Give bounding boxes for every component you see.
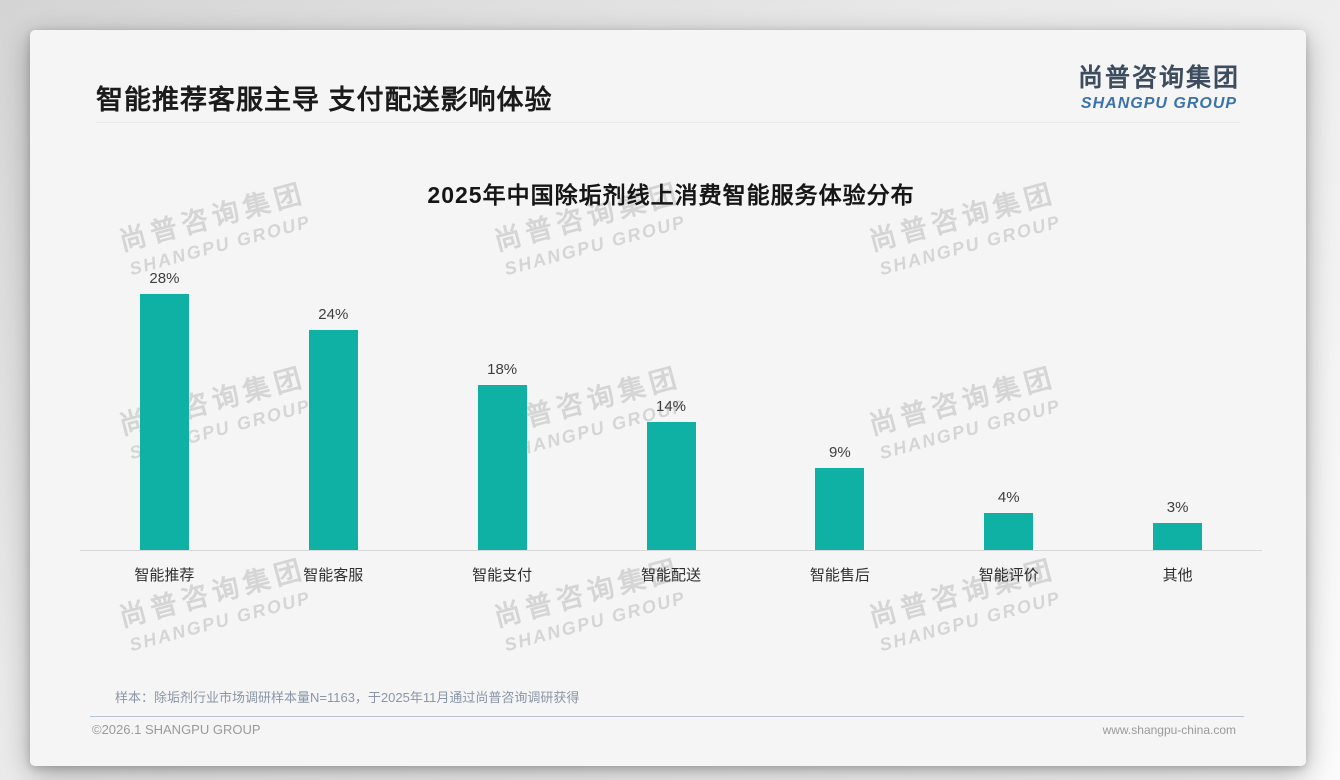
category-label: 智能推荐 <box>134 567 195 584</box>
watermark-line1: 尚普咨询集团 <box>116 553 310 633</box>
watermark-line1: 尚普咨询集团 <box>491 553 685 633</box>
bar-value-label: 28% <box>149 270 180 287</box>
category-label: 智能支付 <box>472 567 533 584</box>
bar <box>477 385 527 550</box>
bar-column: 9% <box>755 265 924 550</box>
bar-value-label: 4% <box>997 489 1020 506</box>
category-label: 其他 <box>1162 567 1193 584</box>
watermark-line2: SHANGPU GROUP <box>127 587 314 656</box>
watermark-line2: SHANGPU GROUP <box>502 587 689 656</box>
bar <box>984 513 1034 550</box>
bar <box>1153 523 1203 550</box>
chart-title: 2025年中国除垢剂线上消费智能服务体验分布 <box>427 182 915 208</box>
watermark-line2: SHANGPU GROUP <box>877 587 1064 656</box>
bar-column: 18% <box>418 265 587 550</box>
bar-column: 28% <box>80 265 249 550</box>
category-label: 智能评价 <box>978 567 1039 584</box>
sample-note: 样本：除垢剂行业市场调研样本量N=1163，于2025年11月通过尚普咨询调研获… <box>115 690 580 705</box>
company-logo: 尚普咨询集团 SHANGPU GROUP <box>1078 58 1240 113</box>
footer-divider <box>90 716 1244 717</box>
bar <box>308 330 358 550</box>
website-text: www.shangpu-china.com <box>1102 723 1236 737</box>
category-label: 智能配送 <box>641 567 702 584</box>
bar <box>646 422 696 550</box>
bar-value-label: 3% <box>1166 499 1189 516</box>
watermark-line1: 尚普咨询集团 <box>866 553 1060 633</box>
bar-value-label: 24% <box>318 306 349 323</box>
bar-value-label: 9% <box>829 444 851 461</box>
bar <box>815 468 865 550</box>
bar-column: 14% <box>587 265 756 550</box>
category-label: 智能售后 <box>809 567 870 584</box>
bar-value-label: 14% <box>655 398 687 415</box>
bar-value-label: 18% <box>487 361 518 378</box>
bar-chart: 28% 24% 18% 14% 9% 4% 3% <box>80 265 1262 551</box>
logo-english-name: SHANGPU GROUP <box>1080 95 1238 112</box>
bar <box>139 294 189 550</box>
page-title: 智能推荐客服主导 支付配送影响体验 <box>96 85 553 115</box>
category-axis: 智能推荐 智能客服 智能支付 智能配送 智能售后 智能评价 其他 <box>80 564 1262 585</box>
bar-column: 3% <box>1093 265 1262 550</box>
bar-column: 24% <box>249 265 418 550</box>
bar-column: 4% <box>924 265 1093 550</box>
header-divider <box>96 122 1240 123</box>
slide-card: 智能推荐客服主导 支付配送影响体验 尚普咨询集团 SHANGPU GROUP 2… <box>30 30 1306 766</box>
copyright-text: ©2026.1 SHANGPU GROUP <box>92 722 261 737</box>
logo-chinese-name: 尚普咨询集团 <box>1077 64 1240 92</box>
category-label: 智能客服 <box>303 567 364 584</box>
